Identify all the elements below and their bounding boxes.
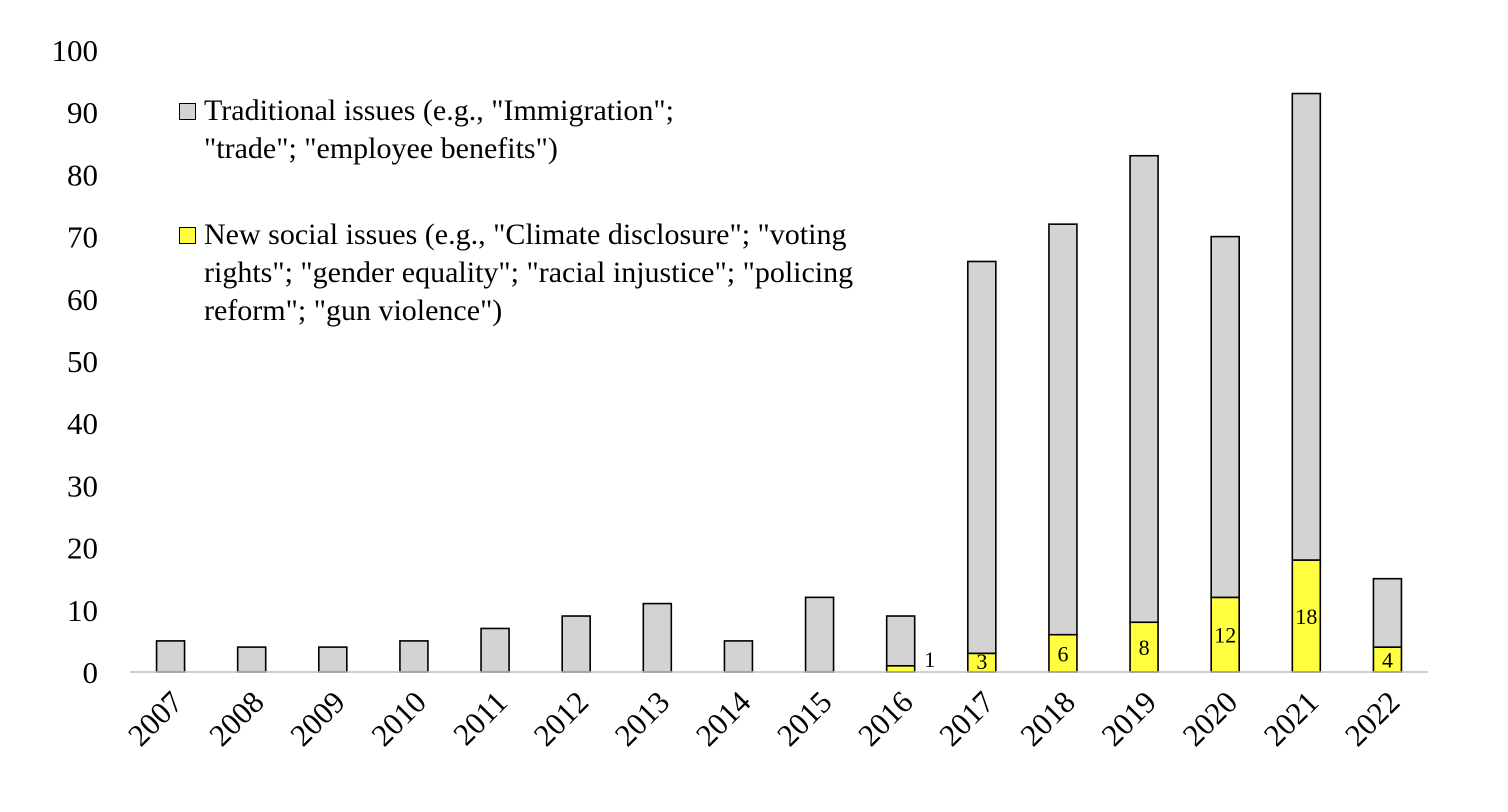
x-axis: 2007 2008 2009 2010 2011 2012 2013 2014 2015 2016…: [121, 684, 1406, 753]
data-label: 3: [976, 649, 987, 674]
data-label: 1: [924, 647, 935, 672]
x-tick-label: 2011: [446, 684, 514, 752]
bar-segment-social: [885, 664, 916, 673]
y-tick-label: 80: [67, 157, 98, 192]
y-tick-label: 70: [67, 220, 98, 255]
x-tick-label: 2016: [851, 684, 920, 753]
y-tick-label: 0: [83, 655, 99, 690]
y-tick-label: 20: [67, 531, 98, 566]
legend-label-social: New social issues (e.g., "Climate disclo…: [204, 218, 854, 327]
x-tick-label: 2014: [689, 684, 758, 753]
x-tick-label: 2009: [283, 684, 352, 753]
bar-segment-traditional: [155, 640, 186, 673]
bar-segment-traditional: [804, 596, 835, 673]
data-labels: 1 3 6 8 12 18 4: [924, 604, 1393, 674]
legend-item-traditional: Traditional issues (e.g., "Immigration";…: [176, 92, 756, 168]
bar-segment-traditional: [1048, 223, 1078, 636]
y-axis: 0 10 20 30 40 50 60 70 80 90 100: [52, 33, 99, 690]
y-tick-label: 40: [67, 406, 98, 441]
legend: Traditional issues (e.g., "Immigration";…: [176, 92, 756, 168]
y-tick-label: 10: [67, 593, 98, 628]
bar-segment-social: [1291, 559, 1322, 673]
legend-item-social: New social issues (e.g., "Climate disclo…: [176, 216, 936, 330]
legend-swatch-traditional: [179, 103, 196, 120]
bar-segment-traditional: [1129, 154, 1159, 624]
data-label: 12: [1214, 623, 1236, 648]
x-tick-label: 2007: [121, 684, 190, 753]
legend-social: New social issues (e.g., "Climate disclo…: [176, 216, 936, 330]
y-tick-label: 60: [67, 282, 98, 317]
x-tick-label: 2021: [1257, 684, 1326, 753]
legend-label-traditional: Traditional issues (e.g., "Immigration";…: [204, 94, 675, 165]
x-tick-label: 2020: [1176, 684, 1245, 753]
y-tick-label: 100: [52, 33, 99, 68]
x-tick-label: 2013: [608, 684, 677, 753]
x-tick-label: 2012: [527, 684, 596, 753]
bar-segment-traditional: [1291, 92, 1322, 561]
x-tick-label: 2019: [1094, 684, 1163, 753]
bar-segment-traditional: [1372, 577, 1403, 648]
x-tick-label: 2010: [364, 684, 433, 753]
bar-segment-traditional: [642, 602, 673, 673]
data-label: 4: [1382, 648, 1393, 673]
bars: [155, 92, 1403, 673]
bar-segment-traditional: [399, 640, 429, 673]
y-tick-label: 50: [67, 344, 98, 379]
bar-segment-social: [1129, 621, 1159, 673]
data-label: 8: [1139, 635, 1150, 660]
y-tick-label: 30: [67, 468, 98, 503]
x-tick-label: 2017: [932, 684, 1001, 753]
bar-segment-traditional: [561, 615, 591, 673]
bar-segment-traditional: [723, 640, 754, 673]
bar-segment-social: [1210, 596, 1240, 673]
x-tick-label: 2015: [770, 684, 839, 753]
bar-segment-traditional: [885, 615, 916, 667]
y-tick-label: 90: [67, 95, 98, 130]
bar-segment-traditional: [318, 646, 348, 673]
x-tick-label: 2008: [202, 684, 271, 753]
data-label: 6: [1057, 641, 1068, 666]
x-tick-label: 2022: [1338, 684, 1407, 753]
data-label: 18: [1295, 604, 1317, 629]
bar-segment-traditional: [1210, 235, 1240, 599]
bar-segment-traditional: [236, 646, 267, 673]
legend-swatch-social: [179, 227, 196, 244]
bar-segment-traditional: [480, 627, 510, 673]
bar-segment-traditional: [967, 260, 997, 655]
x-tick-label: 2018: [1013, 684, 1082, 753]
